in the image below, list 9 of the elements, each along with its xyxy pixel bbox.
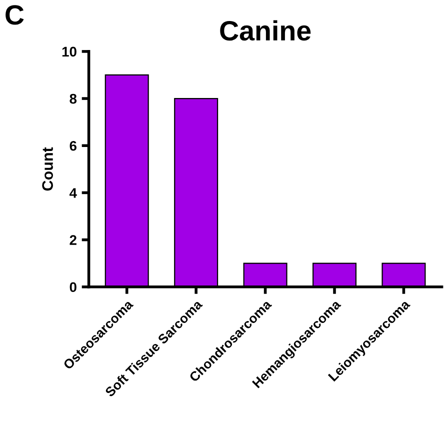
chart-title: Canine (220, 20, 311, 41)
y-tick-label: 4 (69, 188, 77, 198)
y-tick-label: 10 (62, 46, 76, 57)
y-tick-label: 2 (70, 235, 76, 245)
y-axis-title: Count (42, 147, 53, 191)
y-tick-label: 0 (70, 282, 76, 292)
y-tick-label: 8 (70, 94, 77, 104)
text: C (6, 5, 24, 25)
y-tick-label: 6 (70, 140, 76, 151)
